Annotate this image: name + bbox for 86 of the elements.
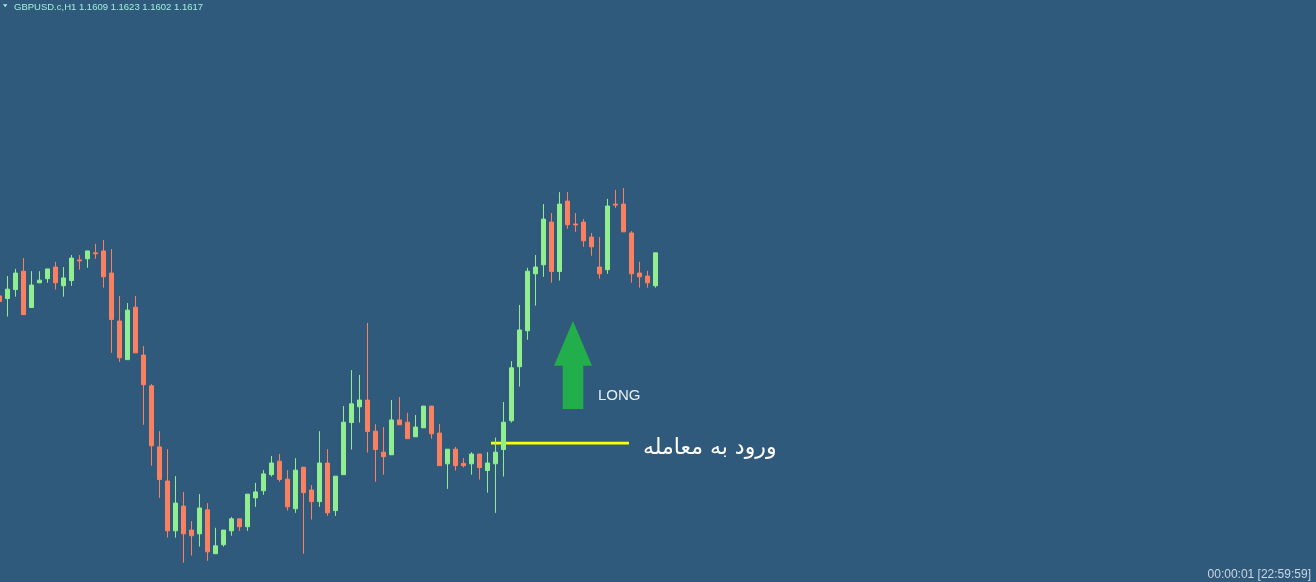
- candlestick: [333, 475, 338, 517]
- candlestick: [101, 239, 106, 289]
- candlestick: [117, 295, 122, 363]
- candlestick: [221, 529, 226, 548]
- candlestick: [213, 527, 218, 555]
- candlestick: [429, 405, 434, 440]
- candlestick: [605, 198, 610, 275]
- candlestick: [229, 516, 234, 537]
- candlestick: [237, 518, 242, 532]
- candlestick: [541, 203, 546, 278]
- candlestick: [157, 430, 162, 499]
- candlestick: [245, 493, 250, 532]
- candlestick: [165, 448, 170, 539]
- candlestick: [61, 266, 66, 298]
- candlestick: [437, 423, 442, 467]
- candlestick: [293, 457, 298, 514]
- candlestick: [317, 430, 322, 508]
- candlestick: [277, 453, 282, 483]
- candlestick: [173, 475, 178, 539]
- candlestick: [53, 261, 58, 291]
- candlestick: [197, 493, 202, 548]
- candlestick: [181, 491, 186, 564]
- candlestick: [565, 191, 570, 230]
- candlestick: [653, 252, 658, 289]
- candlestick: [13, 268, 18, 298]
- candlestick: [413, 414, 418, 438]
- candlestick: [77, 254, 82, 271]
- candlestick: [493, 437, 498, 514]
- candlestick: [421, 405, 426, 429]
- candlestick: [453, 446, 458, 472]
- candlestick: [45, 268, 50, 284]
- candlestick: [477, 453, 482, 481]
- candlestick: [573, 212, 578, 233]
- candlestick: [189, 520, 194, 557]
- candlestick: [309, 484, 314, 521]
- candlestick: [597, 236, 602, 280]
- candlestick: [485, 451, 490, 494]
- candlestick: [461, 457, 466, 469]
- candlestick: [501, 401, 506, 478]
- candlestick: [85, 250, 90, 269]
- candlestick: [141, 345, 146, 426]
- candlestick: [645, 270, 650, 289]
- candlestick: [381, 426, 386, 476]
- candlestick: [389, 399, 394, 456]
- candlestick: [365, 322, 370, 454]
- candlestick: [149, 383, 154, 467]
- candlestick: [621, 187, 626, 233]
- candlestick: [109, 248, 114, 354]
- candlestick: [29, 270, 34, 309]
- candlestick: [629, 230, 634, 284]
- candlestick: [133, 295, 138, 354]
- candlestick: [205, 502, 210, 562]
- candlestick: [581, 218, 586, 248]
- candlestick: [469, 451, 474, 476]
- candlestick: [589, 232, 594, 257]
- candlestick: [517, 304, 522, 388]
- text: 00:00:01 [22:59:59]: [1207, 567, 1311, 581]
- candlestick: [557, 191, 562, 282]
- candlestick: [253, 482, 258, 508]
- candlestick: [405, 412, 410, 440]
- candlestick: [445, 448, 450, 490]
- chart-title: GBPUSD.c,H1 1.1609 1.1623 1.1602 1.1617: [14, 0, 204, 12]
- candlestick: [509, 360, 514, 424]
- candlestick: [125, 302, 130, 361]
- candlestick: [325, 448, 330, 517]
- candlestick: [525, 267, 530, 341]
- candlestick: [301, 466, 306, 555]
- candlestick: [549, 212, 554, 284]
- annotation: LONG: [598, 386, 641, 403]
- candlestick: [373, 423, 378, 483]
- candlestick: [637, 261, 642, 289]
- candlestick: [533, 254, 538, 307]
- candlestick: [37, 270, 42, 284]
- candlestick: [613, 189, 618, 209]
- candlestick: [21, 257, 26, 316]
- candlestick: [341, 405, 346, 476]
- candlestick: [357, 374, 362, 424]
- candlestick: [5, 275, 10, 318]
- candlestick: [269, 455, 274, 478]
- candlestick: [93, 243, 98, 260]
- candlestick: [285, 469, 290, 512]
- candlestick: [69, 254, 74, 287]
- ref-line-label: ورود به معامله: [643, 434, 777, 460]
- candlestick: [397, 396, 402, 426]
- candlestick: [349, 369, 354, 451]
- candlestick: [261, 469, 266, 496]
